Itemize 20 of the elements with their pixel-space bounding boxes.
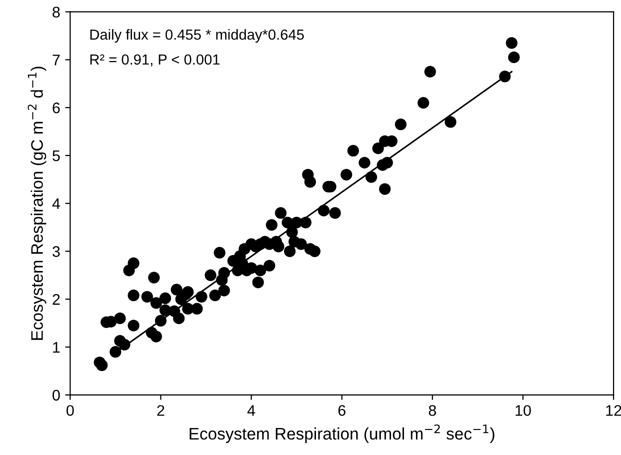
x-tick-label: 6 (338, 405, 346, 416)
x-tick-label: 8 (428, 405, 436, 416)
x-tick-label: 0 (66, 405, 74, 416)
y-tick-label: 3 (52, 246, 60, 257)
y-axis-title: Ecosystem Respiration (gC m$^{−2}$ d$^{−1}$) (28, 66, 46, 340)
x-tick-label: 4 (247, 405, 256, 416)
y-tick-label: 6 (52, 102, 60, 114)
y-tick-label: 0 (52, 390, 60, 401)
annotation: R² = 0.91, P < 0.001 (90, 54, 220, 66)
y-tick-label: 4 (52, 198, 60, 209)
y-tick-label: 2 (52, 294, 60, 305)
y-tick-label: 5 (52, 150, 60, 162)
annotation: Daily flux = 0.455 * midday*0.645 (90, 29, 304, 43)
x-tick-label: 12 (606, 405, 621, 416)
x-axis-title: Ecosystem Respiration (umol m$^{−2}$ sec$^{−1}$) (190, 424, 494, 443)
x-tick-label: 2 (157, 405, 164, 416)
y-tick-label: 1 (53, 342, 60, 353)
x-tick-label: 10 (516, 405, 531, 416)
y-tick-label: 8 (52, 6, 60, 18)
y-tick-label: 7 (52, 54, 60, 66)
